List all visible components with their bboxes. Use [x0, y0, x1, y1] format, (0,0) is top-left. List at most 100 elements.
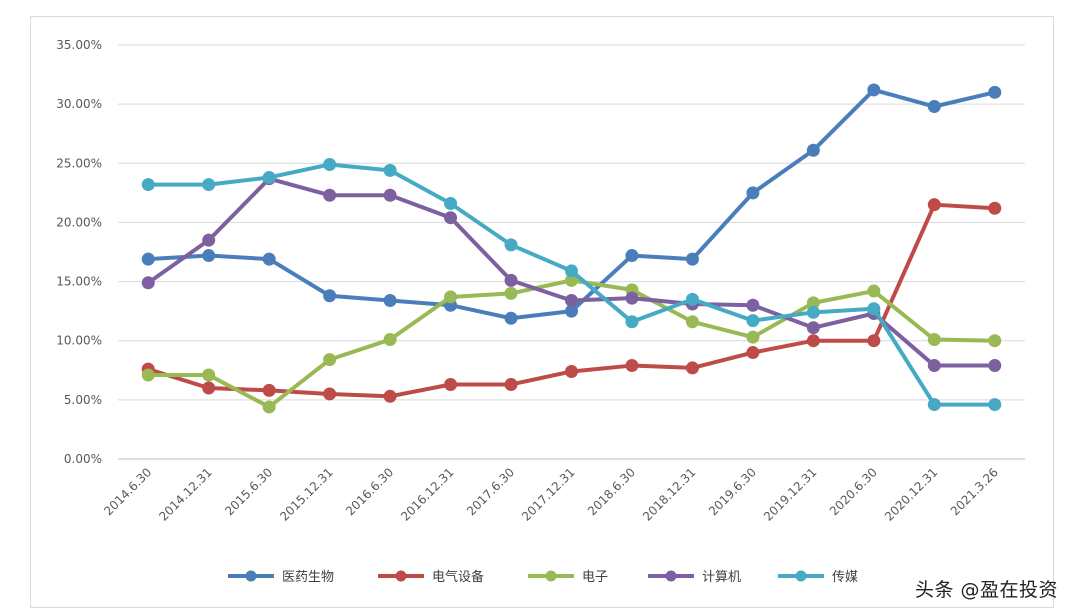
- legend-marker: [395, 570, 407, 582]
- data-point: [867, 284, 881, 298]
- legend-marker: [245, 570, 257, 582]
- x-tick-label: 2015.12.31: [277, 465, 335, 523]
- data-point: [746, 314, 760, 328]
- data-point: [323, 157, 337, 171]
- data-point: [988, 334, 1002, 348]
- legend-label: 计算机: [702, 570, 741, 585]
- x-tick-label: 2017.12.31: [519, 465, 577, 523]
- data-point: [685, 252, 699, 266]
- data-point: [806, 334, 820, 348]
- data-point: [202, 381, 216, 395]
- data-point: [988, 359, 1002, 373]
- data-point: [988, 201, 1002, 215]
- x-tick-label: 2014.6.30: [101, 465, 154, 518]
- data-point: [141, 276, 155, 290]
- data-point: [202, 249, 216, 263]
- data-point: [685, 315, 699, 329]
- x-tick-label: 2020.12.31: [882, 465, 940, 523]
- data-point: [625, 315, 639, 329]
- x-tick-label: 2014.12.31: [156, 465, 214, 523]
- data-point: [323, 353, 337, 367]
- data-point: [444, 290, 458, 304]
- x-tick-label: 2016.6.30: [343, 465, 396, 518]
- data-point: [444, 211, 458, 225]
- data-point: [565, 293, 578, 307]
- data-point: [867, 334, 881, 348]
- data-point: [565, 364, 578, 378]
- legend-marker: [795, 570, 807, 582]
- legend-marker: [545, 570, 557, 582]
- data-point: [504, 238, 518, 252]
- y-tick-label: 0.00%: [64, 452, 102, 466]
- legend-marker: [665, 570, 677, 582]
- y-tick-label: 35.00%: [56, 38, 102, 52]
- data-point: [927, 359, 941, 373]
- data-point: [504, 286, 518, 300]
- data-point: [202, 368, 216, 382]
- legend-label: 医药生物: [282, 570, 334, 585]
- legend-label: 电子: [582, 570, 608, 585]
- data-point: [625, 249, 639, 263]
- data-point: [141, 252, 155, 266]
- x-tick-label: 2016.12.31: [398, 465, 456, 523]
- data-point: [383, 389, 397, 403]
- y-tick-label: 15.00%: [56, 275, 102, 289]
- data-point: [565, 273, 578, 287]
- data-point: [565, 304, 578, 318]
- data-point: [565, 264, 578, 278]
- data-point: [202, 233, 216, 247]
- data-point: [262, 383, 276, 397]
- data-point: [323, 289, 337, 303]
- x-tick-label: 2019.6.30: [706, 465, 759, 518]
- x-tick-label: 2015.6.30: [222, 465, 275, 518]
- data-point: [323, 387, 337, 401]
- data-point: [141, 368, 155, 382]
- y-tick-label: 25.00%: [56, 156, 102, 170]
- data-point: [383, 333, 397, 347]
- data-point: [383, 293, 397, 307]
- data-point: [625, 359, 639, 373]
- watermark-text: 头条 @盈在投资: [914, 579, 1058, 601]
- x-tick-label: 2020.6.30: [827, 465, 880, 518]
- data-point: [927, 198, 941, 212]
- y-tick-label: 5.00%: [64, 393, 102, 407]
- data-point: [746, 298, 760, 312]
- data-point: [504, 311, 518, 325]
- x-tick-label: 2018.12.31: [640, 465, 698, 523]
- x-tick-label: 2021.3.26: [948, 465, 1001, 518]
- data-point: [625, 291, 639, 305]
- y-tick-label: 10.00%: [56, 334, 102, 348]
- x-tick-label: 2018.6.30: [585, 465, 638, 518]
- data-point: [746, 186, 760, 200]
- data-point: [927, 333, 941, 347]
- data-point: [927, 100, 941, 114]
- data-point: [323, 188, 337, 202]
- data-point: [988, 398, 1002, 412]
- x-tick-label: 2017.6.30: [464, 465, 517, 518]
- x-tick-label: 2019.12.31: [761, 465, 819, 523]
- data-point: [806, 305, 820, 319]
- data-point: [988, 85, 1002, 99]
- legend-label: 电气设备: [432, 569, 484, 585]
- data-point: [202, 178, 216, 192]
- y-tick-label: 30.00%: [56, 97, 102, 111]
- data-point: [262, 252, 276, 266]
- data-point: [685, 292, 699, 306]
- data-point: [383, 163, 397, 177]
- data-point: [504, 377, 518, 391]
- y-tick-label: 20.00%: [56, 215, 102, 229]
- data-point: [504, 273, 518, 287]
- data-point: [806, 296, 820, 310]
- chart-frame: [30, 16, 1054, 608]
- legend-label: 传媒: [832, 570, 858, 585]
- data-point: [262, 170, 276, 184]
- data-point: [867, 83, 881, 97]
- data-point: [806, 321, 820, 335]
- data-point: [806, 143, 820, 157]
- data-point: [444, 197, 458, 211]
- data-point: [141, 178, 155, 192]
- data-point: [262, 400, 276, 414]
- data-point: [383, 188, 397, 202]
- data-point: [746, 346, 760, 360]
- data-point: [444, 377, 458, 391]
